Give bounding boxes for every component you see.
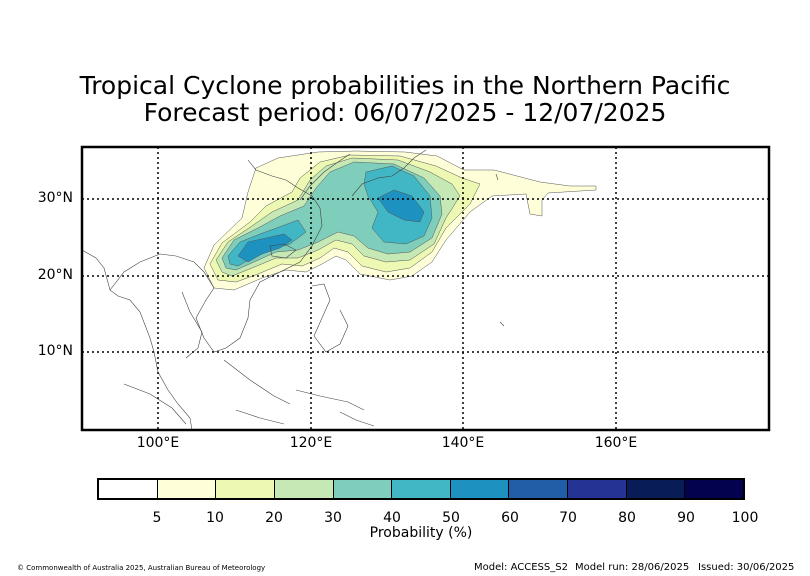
map-frame	[80, 145, 771, 432]
colorbar-tick: 100	[731, 510, 759, 526]
colorbar-swatch-2	[216, 480, 275, 498]
copyright-text: © Commonwealth of Australia 2025, Austra…	[17, 564, 266, 572]
colorbar-swatch-10	[685, 480, 744, 498]
colorbar-tick: 5	[152, 510, 162, 526]
colorbar-swatch-8	[568, 480, 627, 498]
model-name: Model: ACCESS_S2	[474, 562, 568, 573]
colorbar-swatch-5	[392, 480, 451, 498]
colorbar-swatch-7	[509, 480, 569, 498]
lon-label-160e: 160°E	[594, 435, 638, 451]
probability-colorbar	[97, 478, 745, 500]
colorbar-swatch-0	[99, 480, 158, 498]
colorbar-label: Probability (%)	[369, 525, 473, 541]
model-run-date: Model run: 28/06/2025	[575, 562, 690, 573]
colorbar-swatch-4	[333, 480, 393, 498]
lon-label-100e: 100°E	[136, 435, 180, 451]
colorbar-swatch-9	[626, 480, 686, 498]
coastline	[82, 149, 505, 430]
lon-label-120e: 120°E	[289, 435, 333, 451]
lat-label-30n: 30°N	[37, 190, 73, 206]
issued-date: Issued: 30/06/2025	[698, 562, 795, 573]
colorbar-tick: 80	[618, 510, 636, 526]
colorbar-swatch-1	[157, 480, 217, 498]
colorbar-tick: 90	[677, 510, 695, 526]
forecast-period: Forecast period: 06/07/2025 - 12/07/2025	[143, 98, 667, 127]
colorbar-tick: 50	[442, 510, 460, 526]
colorbar-tick: 10	[206, 510, 224, 526]
colorbar-tick: 40	[383, 510, 401, 526]
chart-title: Tropical Cyclone probabilities in the No…	[79, 71, 731, 100]
colorbar-swatch-6	[450, 480, 510, 498]
colorbar-tick: 30	[324, 510, 342, 526]
lon-label-140e: 140°E	[441, 435, 485, 451]
colorbar-tick: 20	[265, 510, 283, 526]
colorbar-swatch-3	[274, 480, 334, 498]
colorbar-tick: 70	[559, 510, 577, 526]
lat-label-10n: 10°N	[37, 343, 73, 359]
gridlines	[82, 147, 769, 430]
colorbar-tick: 60	[501, 510, 519, 526]
lat-label-20n: 20°N	[37, 267, 73, 283]
